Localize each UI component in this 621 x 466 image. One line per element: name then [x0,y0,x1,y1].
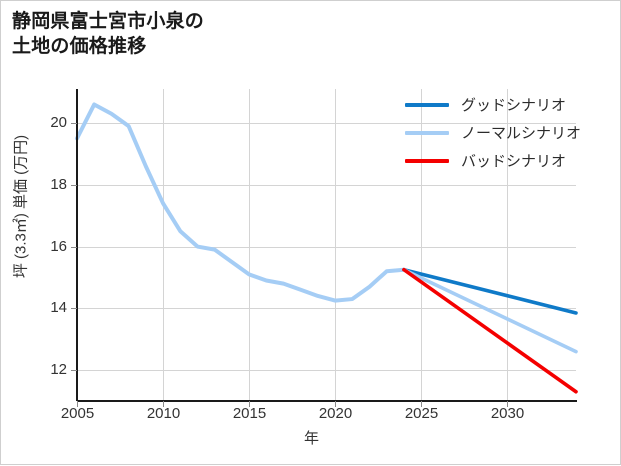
y-tick-label: 20 [50,114,67,131]
y-tick-mark [71,370,77,371]
y-tick-label: 12 [50,361,67,378]
y-tick-mark [71,247,77,248]
legend-swatch-bad [405,158,449,163]
y-tick: 16 [35,239,67,254]
x-tick-mark [163,401,164,407]
y-tick-label: 18 [50,176,67,193]
x-tick-label: 2015 [232,405,267,422]
x-tick-mark [249,401,250,407]
series-line-実績 [75,102,406,303]
y-tick-label: 14 [50,299,67,316]
legend-swatch-normal [405,130,449,135]
y-tick-label: 16 [50,238,67,255]
y-tick-mark [71,308,77,309]
legend-label-normal: ノーマルシナリオ [461,125,582,142]
chart-legend: グッドシナリオ ノーマルシナリオ バッドシナリオ [405,93,617,177]
legend-label-bad: バッドシナリオ [461,153,567,170]
legend-label-good: グッドシナリオ [461,97,567,114]
series-line-ノーマルシナリオ [402,267,578,354]
legend-item-bad[interactable]: バッドシナリオ [405,149,617,172]
x-tick-label: 2010 [146,405,181,422]
x-tick-mark [507,401,508,407]
y-tick: 14 [35,300,67,315]
x-tick-label: 2030 [490,405,525,422]
chart-title: 静岡県富士宮市小泉の 土地の価格推移 [12,11,205,58]
y-tick-mark [71,123,77,124]
series-line-バッドシナリオ [402,267,578,394]
x-tick-label: 2005 [60,405,95,422]
legend-item-good[interactable]: グッドシナリオ [405,93,617,116]
legend-item-normal[interactable]: ノーマルシナリオ [405,121,617,144]
y-tick: 20 [35,115,67,130]
y-tick: 18 [35,177,67,192]
y-axis-label: 坪 (3.3㎡) 単価 (万円) [12,134,30,279]
x-axis-label: 年 [303,430,319,447]
x-tick-label: 2025 [404,405,439,422]
x-tick-mark [77,401,78,407]
x-tick-mark [335,401,336,407]
x-tick-mark [421,401,422,407]
y-tick-mark [71,185,77,186]
x-tick-label: 2020 [318,405,353,422]
x-axis-spine [77,400,577,402]
y-axis-spine [76,89,78,401]
y-tick: 12 [35,362,67,377]
series-line-グッドシナリオ [402,267,578,315]
legend-swatch-good [405,102,449,107]
